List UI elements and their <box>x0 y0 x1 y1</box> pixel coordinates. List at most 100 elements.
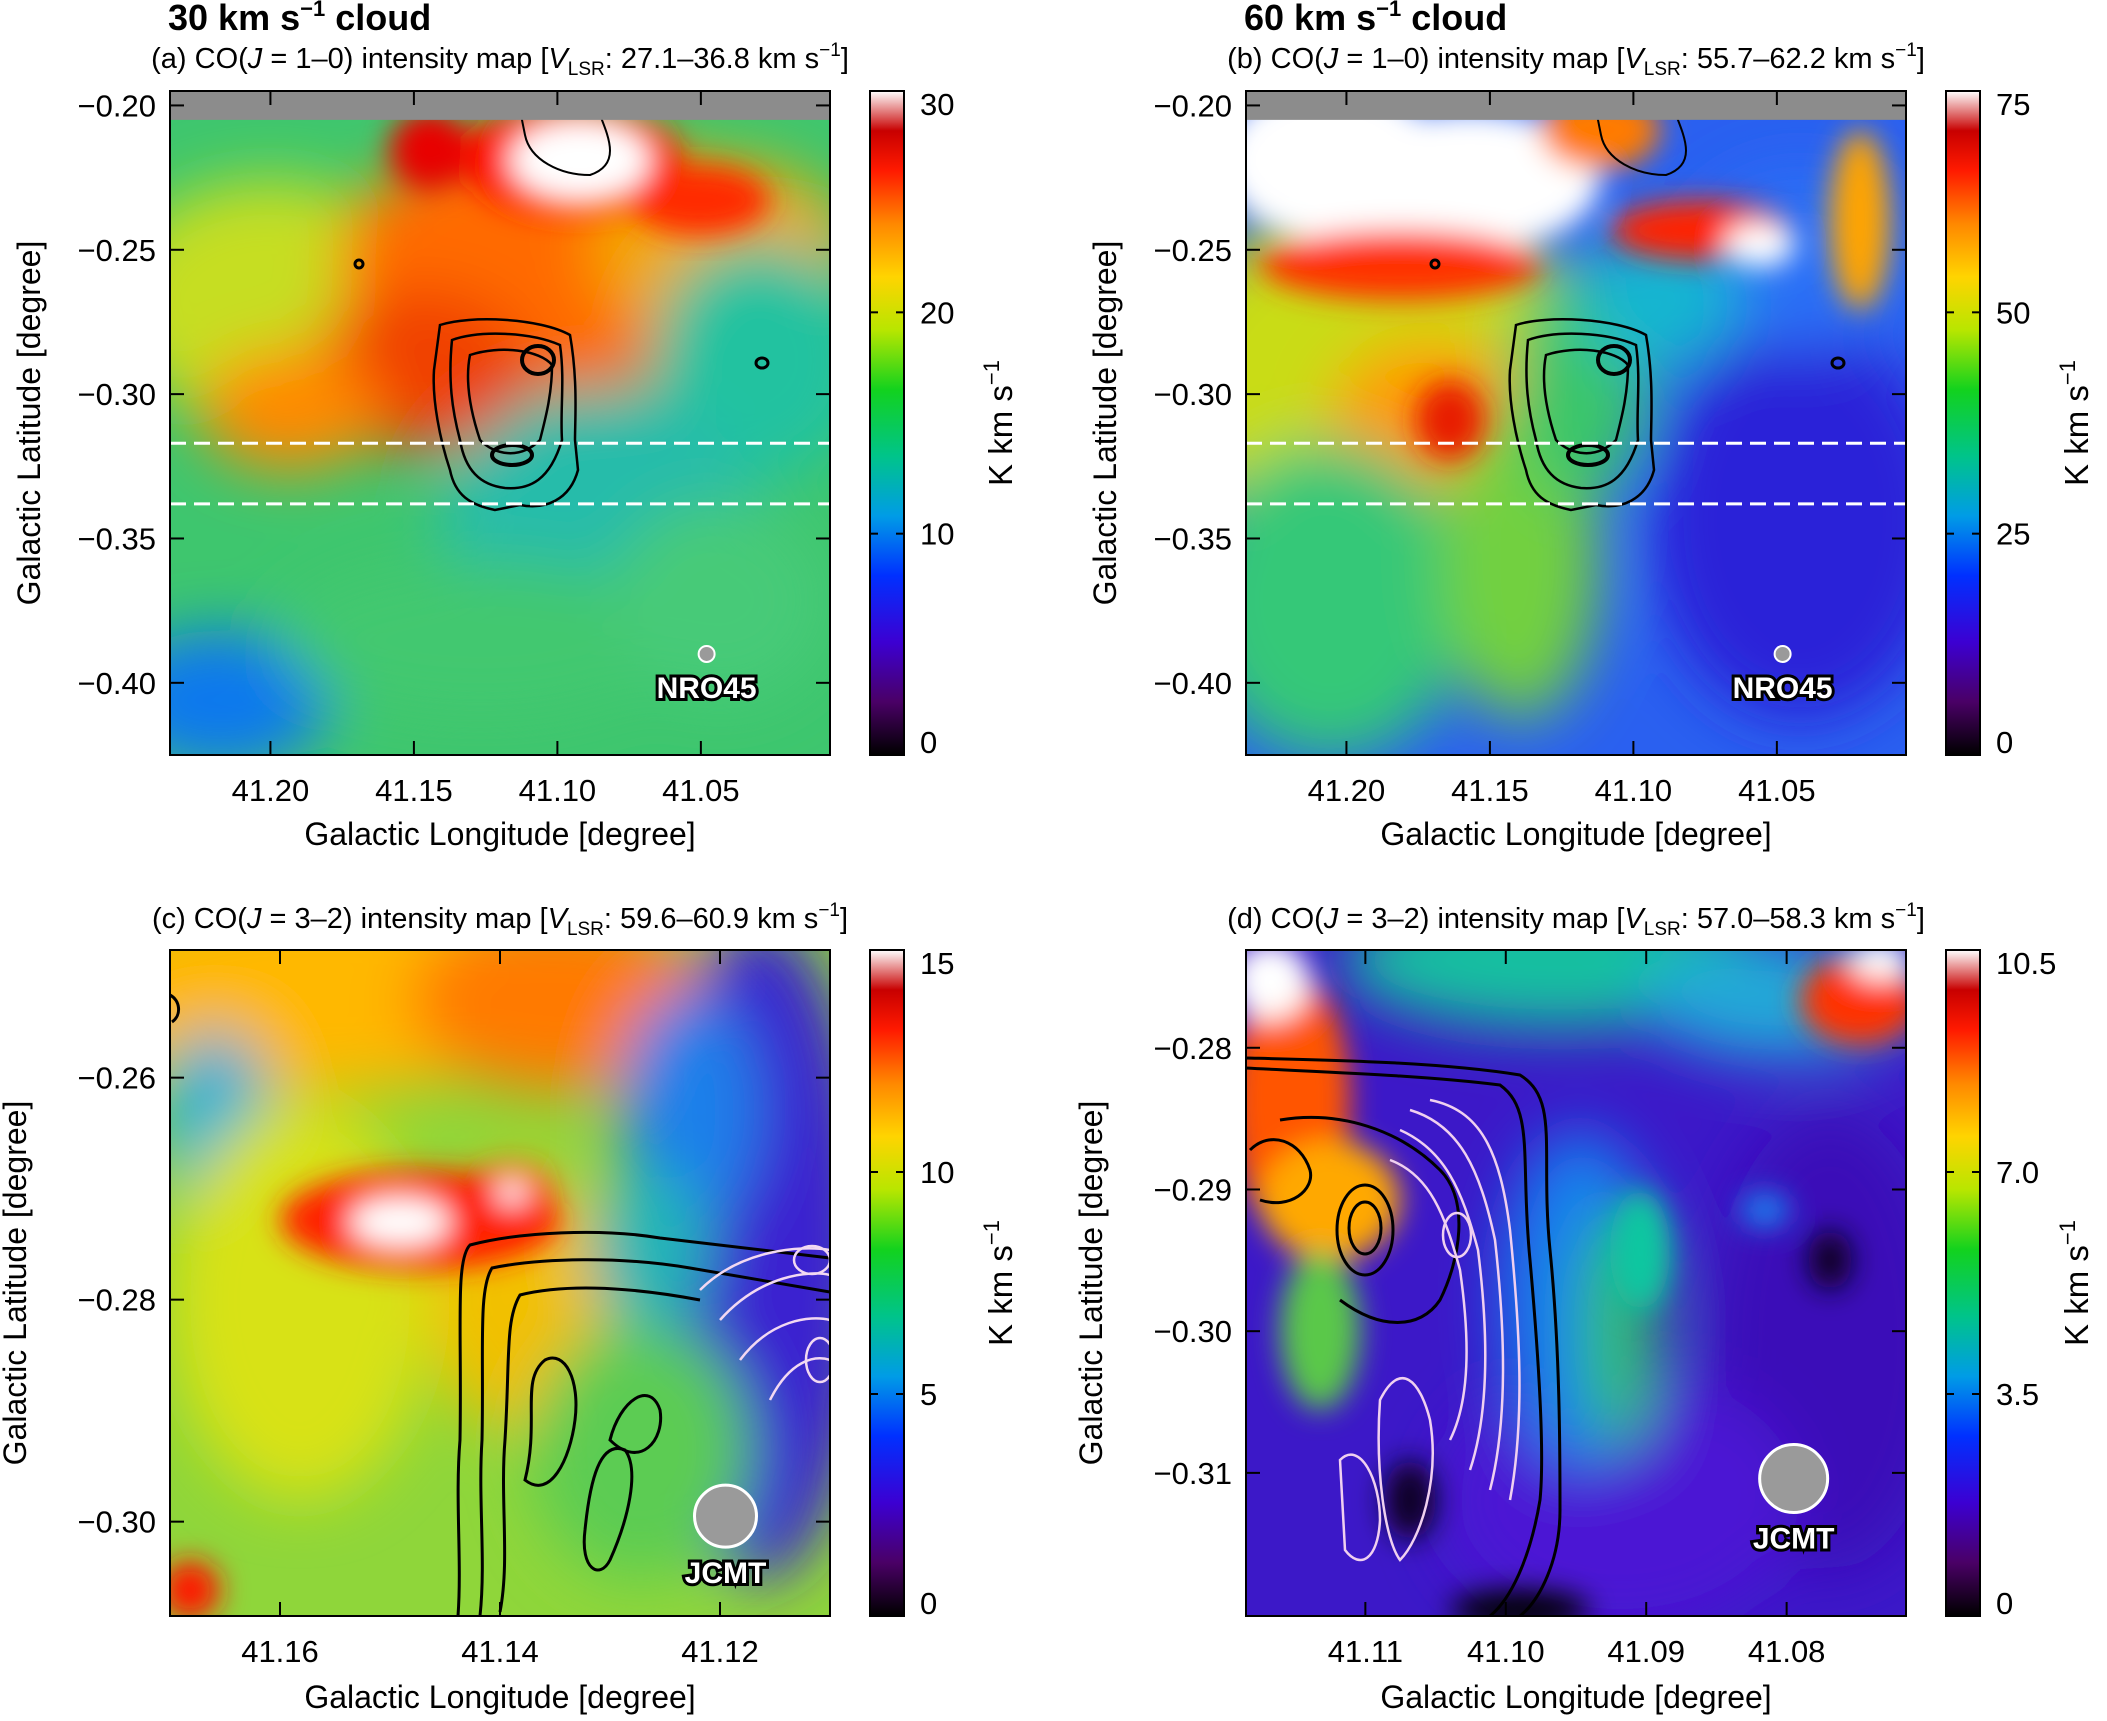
y-tick-label: −0.30 <box>1154 377 1232 412</box>
colorbar-tick-label: 0 <box>920 725 937 760</box>
panel-d-telescope-label: JCMT <box>1753 1523 1835 1556</box>
x-tick-label: 41.14 <box>461 1634 539 1669</box>
panel-a-telescope-label: NRO45 <box>657 672 757 705</box>
panel-b-map: NRO45 <box>1246 91 1906 755</box>
panel-b-y-ticks: −0.20 −0.25 −0.30 −0.35 −0.40 <box>1154 88 1906 701</box>
panel-d-frame <box>1245 949 1907 1617</box>
panel-d-colorbar <box>1945 949 1981 1617</box>
panel-c-beam-marker <box>693 1483 758 1549</box>
panel-a: (a) CO(J = 1–0) intensity map [VLSR: 27.… <box>11 40 1019 852</box>
panel-c-x-ticks: 41.16 41.14 41.12 <box>241 950 759 1669</box>
panel-b-title: (b) CO(J = 1–0) intensity map [VLSR: 55.… <box>1227 40 1925 80</box>
panel-b-contours <box>1429 104 1846 512</box>
panel-c-ylabel: Galactic Latitude [degree] <box>0 1101 33 1466</box>
panel-d-contours-light <box>1338 1098 1521 1562</box>
x-tick-label: 41.10 <box>1595 773 1673 808</box>
panel-c-map: JCMT <box>170 950 830 1616</box>
panel-c-contours <box>456 1230 830 1616</box>
x-tick-label: 41.15 <box>375 773 453 808</box>
y-tick-label: −0.28 <box>1154 1031 1232 1066</box>
panel-d-beam-marker <box>1758 1443 1830 1515</box>
colorbar-tick-label: 0 <box>1996 725 2013 760</box>
panel-d-x-ticks: 41.11 41.10 41.09 41.08 <box>1328 950 1826 1669</box>
y-tick-label: −0.29 <box>1154 1172 1232 1207</box>
panel-a-colorbar <box>869 90 905 756</box>
panel-d-title: (d) CO(J = 3–2) intensity map [VLSR: 57.… <box>1227 900 1925 940</box>
x-tick-label: 41.20 <box>1308 773 1386 808</box>
panel-d-xlabel: Galactic Longitude [degree] <box>1380 1679 1771 1715</box>
y-tick-label: −0.40 <box>1154 666 1232 701</box>
header-30-cloud: 30 km s−1 cloud <box>168 0 431 38</box>
colorbar-tick-label: 10 <box>920 517 954 552</box>
y-tick-label: −0.35 <box>78 521 156 556</box>
panel-c-colorbar <box>869 949 905 1617</box>
panel-d-colorbar-label: K km s−1 <box>2055 1220 2095 1346</box>
colorbar-tick-label: 75 <box>1996 87 2030 122</box>
panel-b-colorbar-label: K km s−1 <box>2055 360 2095 486</box>
colorbar-tick-label: 5 <box>920 1377 937 1412</box>
colorbar-tick-label: 3.5 <box>1996 1377 2039 1412</box>
y-tick-label: −0.25 <box>1154 233 1232 268</box>
x-tick-label: 41.10 <box>1467 1634 1545 1669</box>
header-60-cloud: 60 km s−1 cloud <box>1244 0 1507 38</box>
panel-b-colorbar-ticks: 0 25 50 75 <box>1946 87 2030 760</box>
y-tick-label: −0.40 <box>78 666 156 701</box>
panel-a-colorbar-ticks: 0 10 20 30 <box>870 87 954 760</box>
colorbar-tick-label: 20 <box>920 295 954 330</box>
colorbar-tick-label: 25 <box>1996 517 2030 552</box>
panel-a-ylabel: Galactic Latitude [degree] <box>11 241 47 606</box>
panel-c-colorbar-label: K km s−1 <box>979 1220 1019 1346</box>
x-tick-label: 41.09 <box>1607 1634 1685 1669</box>
colorbar-tick-label: 10.5 <box>1996 946 2056 981</box>
colorbar-tick-label: 15 <box>920 946 954 981</box>
x-tick-label: 41.20 <box>232 773 310 808</box>
x-tick-label: 41.05 <box>1738 773 1816 808</box>
y-tick-label: −0.20 <box>1154 88 1232 123</box>
panel-a-title: (a) CO(J = 1–0) intensity map [VLSR: 27.… <box>151 40 849 80</box>
panel-c: (c) CO(J = 3–2) intensity map [VLSR: 59.… <box>0 900 1019 1715</box>
panel-b-x-ticks: 41.20 41.15 41.10 41.05 <box>1308 91 1816 808</box>
panel-a-map: NRO45 <box>170 91 830 755</box>
panel-c-y-ticks: −0.26 −0.28 −0.30 <box>78 1061 830 1540</box>
y-tick-label: −0.28 <box>78 1283 156 1318</box>
panel-a-colorbar-label: K km s−1 <box>979 360 1019 486</box>
colorbar-tick-label: 10 <box>920 1155 954 1190</box>
y-tick-label: −0.25 <box>78 233 156 268</box>
panel-b-frame <box>1245 90 1907 756</box>
x-tick-label: 41.16 <box>241 1634 319 1669</box>
colorbar-tick-label: 30 <box>920 87 954 122</box>
panel-b-beam-marker <box>1773 644 1792 663</box>
panel-b-ylabel: Galactic Latitude [degree] <box>1087 241 1123 606</box>
panel-c-title: (c) CO(J = 3–2) intensity map [VLSR: 59.… <box>152 900 848 940</box>
y-tick-label: −0.30 <box>1154 1314 1232 1349</box>
panel-d-ylabel: Galactic Latitude [degree] <box>1073 1101 1109 1466</box>
panel-a-y-ticks: −0.20 −0.25 −0.30 −0.35 −0.40 <box>78 88 830 701</box>
colorbar-tick-label: 0 <box>1996 1586 2013 1621</box>
x-tick-label: 41.05 <box>662 773 740 808</box>
panel-b-telescope-label: NRO45 <box>1733 672 1833 705</box>
panel-a-frame <box>169 90 831 756</box>
y-tick-label: −0.30 <box>78 377 156 412</box>
panel-a-xlabel: Galactic Longitude [degree] <box>304 816 695 852</box>
panel-a-x-ticks: 41.20 41.15 41.10 41.05 <box>232 91 740 808</box>
panel-c-colorbar-ticks: 0 5 10 15 <box>870 946 954 1621</box>
x-tick-label: 41.08 <box>1748 1634 1826 1669</box>
colorbar-tick-label: 0 <box>920 1586 937 1621</box>
panel-b-xlabel: Galactic Longitude [degree] <box>1380 816 1771 852</box>
y-tick-label: −0.35 <box>1154 521 1232 556</box>
x-tick-label: 41.10 <box>519 773 597 808</box>
panel-a-contours <box>353 104 770 512</box>
y-tick-label: −0.31 <box>1154 1456 1232 1491</box>
panel-d: (d) CO(J = 3–2) intensity map [VLSR: 57.… <box>1073 900 2095 1715</box>
panel-b: (b) CO(J = 1–0) intensity map [VLSR: 55.… <box>1087 40 2095 852</box>
panel-b-colorbar <box>1945 90 1981 756</box>
colorbar-tick-label: 7.0 <box>1996 1155 2039 1190</box>
panel-a-beam-marker <box>697 644 716 663</box>
y-tick-label: −0.20 <box>78 88 156 123</box>
panel-d-colorbar-ticks: 0 3.5 7.0 10.5 <box>1946 946 2056 1621</box>
panel-c-xlabel: Galactic Longitude [degree] <box>304 1679 695 1715</box>
panel-c-telescope-label: JCMT <box>685 1557 767 1590</box>
x-tick-label: 41.12 <box>681 1634 759 1669</box>
colorbar-tick-label: 50 <box>1996 295 2030 330</box>
